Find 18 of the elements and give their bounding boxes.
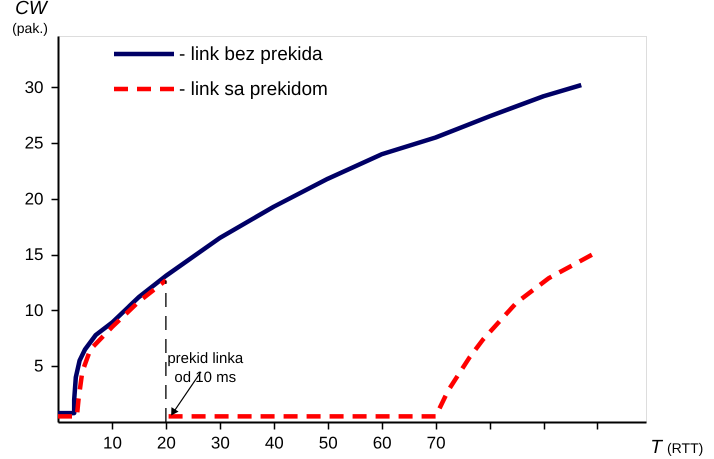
x-tick-label: 60 bbox=[372, 434, 392, 452]
y-tick-label: 10 bbox=[24, 300, 44, 320]
legend-label: - link sa prekidom bbox=[179, 79, 328, 100]
y-tick-label: 5 bbox=[34, 356, 44, 376]
x-tick-label: 40 bbox=[264, 434, 284, 452]
y-tick-label: 15 bbox=[24, 245, 44, 264]
x-tick-label: 30 bbox=[210, 434, 230, 452]
x-tick-label: 10 bbox=[102, 434, 122, 452]
legend-label: - link bez prekida bbox=[179, 44, 324, 65]
x-tick-label: 50 bbox=[318, 434, 338, 452]
x-tick-label: 20 bbox=[156, 434, 176, 452]
x-axis-title: T (RTT) bbox=[650, 437, 704, 458]
x-tick-label: 70 bbox=[426, 434, 446, 452]
y-tick-label: 20 bbox=[24, 189, 44, 208]
y-tick-label: 30 bbox=[24, 78, 44, 97]
y-axis-title: CW (pak.) bbox=[12, 0, 49, 36]
annotation: prekid linka od 10 ms bbox=[167, 350, 244, 386]
y-tick-label: 25 bbox=[24, 134, 44, 153]
